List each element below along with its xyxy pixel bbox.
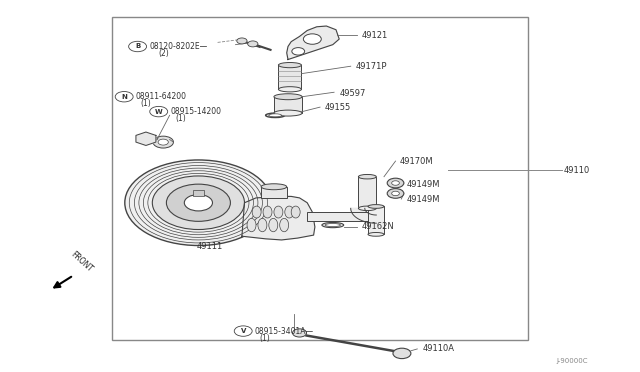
Ellipse shape: [269, 218, 278, 232]
Circle shape: [184, 195, 212, 211]
Ellipse shape: [368, 205, 384, 208]
Polygon shape: [136, 132, 156, 145]
Text: FRONT: FRONT: [68, 249, 94, 273]
Ellipse shape: [322, 222, 344, 228]
Ellipse shape: [252, 206, 261, 218]
Ellipse shape: [247, 218, 256, 232]
Text: (2): (2): [159, 49, 170, 58]
Text: 49597: 49597: [339, 89, 365, 97]
Text: V: V: [241, 328, 246, 334]
Ellipse shape: [266, 113, 285, 118]
Bar: [193, 190, 204, 196]
Ellipse shape: [261, 184, 287, 190]
Text: 49155: 49155: [325, 103, 351, 112]
Ellipse shape: [291, 206, 300, 218]
Text: 49149M: 49149M: [406, 195, 440, 203]
Text: (1): (1): [141, 99, 152, 108]
Text: (1): (1): [260, 334, 271, 343]
Ellipse shape: [269, 114, 282, 117]
Ellipse shape: [325, 224, 340, 227]
Circle shape: [166, 184, 230, 221]
Circle shape: [115, 92, 133, 102]
Circle shape: [237, 38, 247, 44]
Circle shape: [392, 181, 399, 185]
Ellipse shape: [368, 232, 384, 236]
Ellipse shape: [274, 94, 302, 100]
Circle shape: [158, 139, 168, 145]
Text: N: N: [121, 94, 127, 100]
Ellipse shape: [358, 206, 376, 211]
Text: 08915-14200: 08915-14200: [170, 107, 221, 116]
Text: 49121: 49121: [362, 31, 388, 40]
Circle shape: [303, 34, 321, 44]
Circle shape: [152, 176, 244, 230]
Bar: [358, 177, 376, 208]
Ellipse shape: [274, 206, 283, 218]
Text: 49170M: 49170M: [400, 157, 434, 166]
Circle shape: [392, 191, 399, 196]
Circle shape: [292, 48, 305, 55]
Ellipse shape: [358, 174, 376, 179]
Circle shape: [387, 178, 404, 188]
Circle shape: [248, 41, 258, 47]
Ellipse shape: [280, 218, 289, 232]
Bar: [261, 187, 287, 198]
Ellipse shape: [263, 206, 272, 218]
Circle shape: [125, 160, 272, 246]
Text: (1): (1): [175, 114, 186, 123]
Text: 49110A: 49110A: [422, 344, 454, 353]
Text: 08120-8202E—: 08120-8202E—: [149, 42, 207, 51]
Text: 49149M: 49149M: [406, 180, 440, 189]
Circle shape: [129, 41, 147, 52]
Polygon shape: [287, 26, 339, 60]
Bar: [307, 212, 379, 221]
Ellipse shape: [285, 206, 294, 218]
Text: 49111: 49111: [196, 242, 223, 251]
Bar: [112, 17, 528, 340]
Circle shape: [234, 326, 252, 336]
Circle shape: [387, 189, 404, 198]
Ellipse shape: [274, 110, 302, 116]
Polygon shape: [242, 196, 315, 240]
Text: B: B: [135, 44, 140, 49]
Text: W: W: [155, 109, 163, 115]
Circle shape: [393, 348, 411, 359]
Text: 08911-64200: 08911-64200: [136, 92, 187, 101]
Bar: [274, 97, 302, 113]
Text: 49162N: 49162N: [362, 222, 394, 231]
Text: 49171P: 49171P: [355, 62, 387, 71]
Circle shape: [153, 136, 173, 148]
Ellipse shape: [278, 62, 301, 68]
Ellipse shape: [278, 87, 301, 92]
Circle shape: [292, 329, 307, 337]
Text: 49110: 49110: [563, 166, 589, 174]
Ellipse shape: [258, 218, 267, 232]
Circle shape: [150, 106, 168, 117]
Bar: [278, 65, 301, 89]
Polygon shape: [351, 208, 376, 223]
Text: 08915-3401A—: 08915-3401A—: [255, 327, 314, 336]
Bar: [368, 206, 384, 234]
Text: J-90000C: J-90000C: [557, 358, 588, 364]
